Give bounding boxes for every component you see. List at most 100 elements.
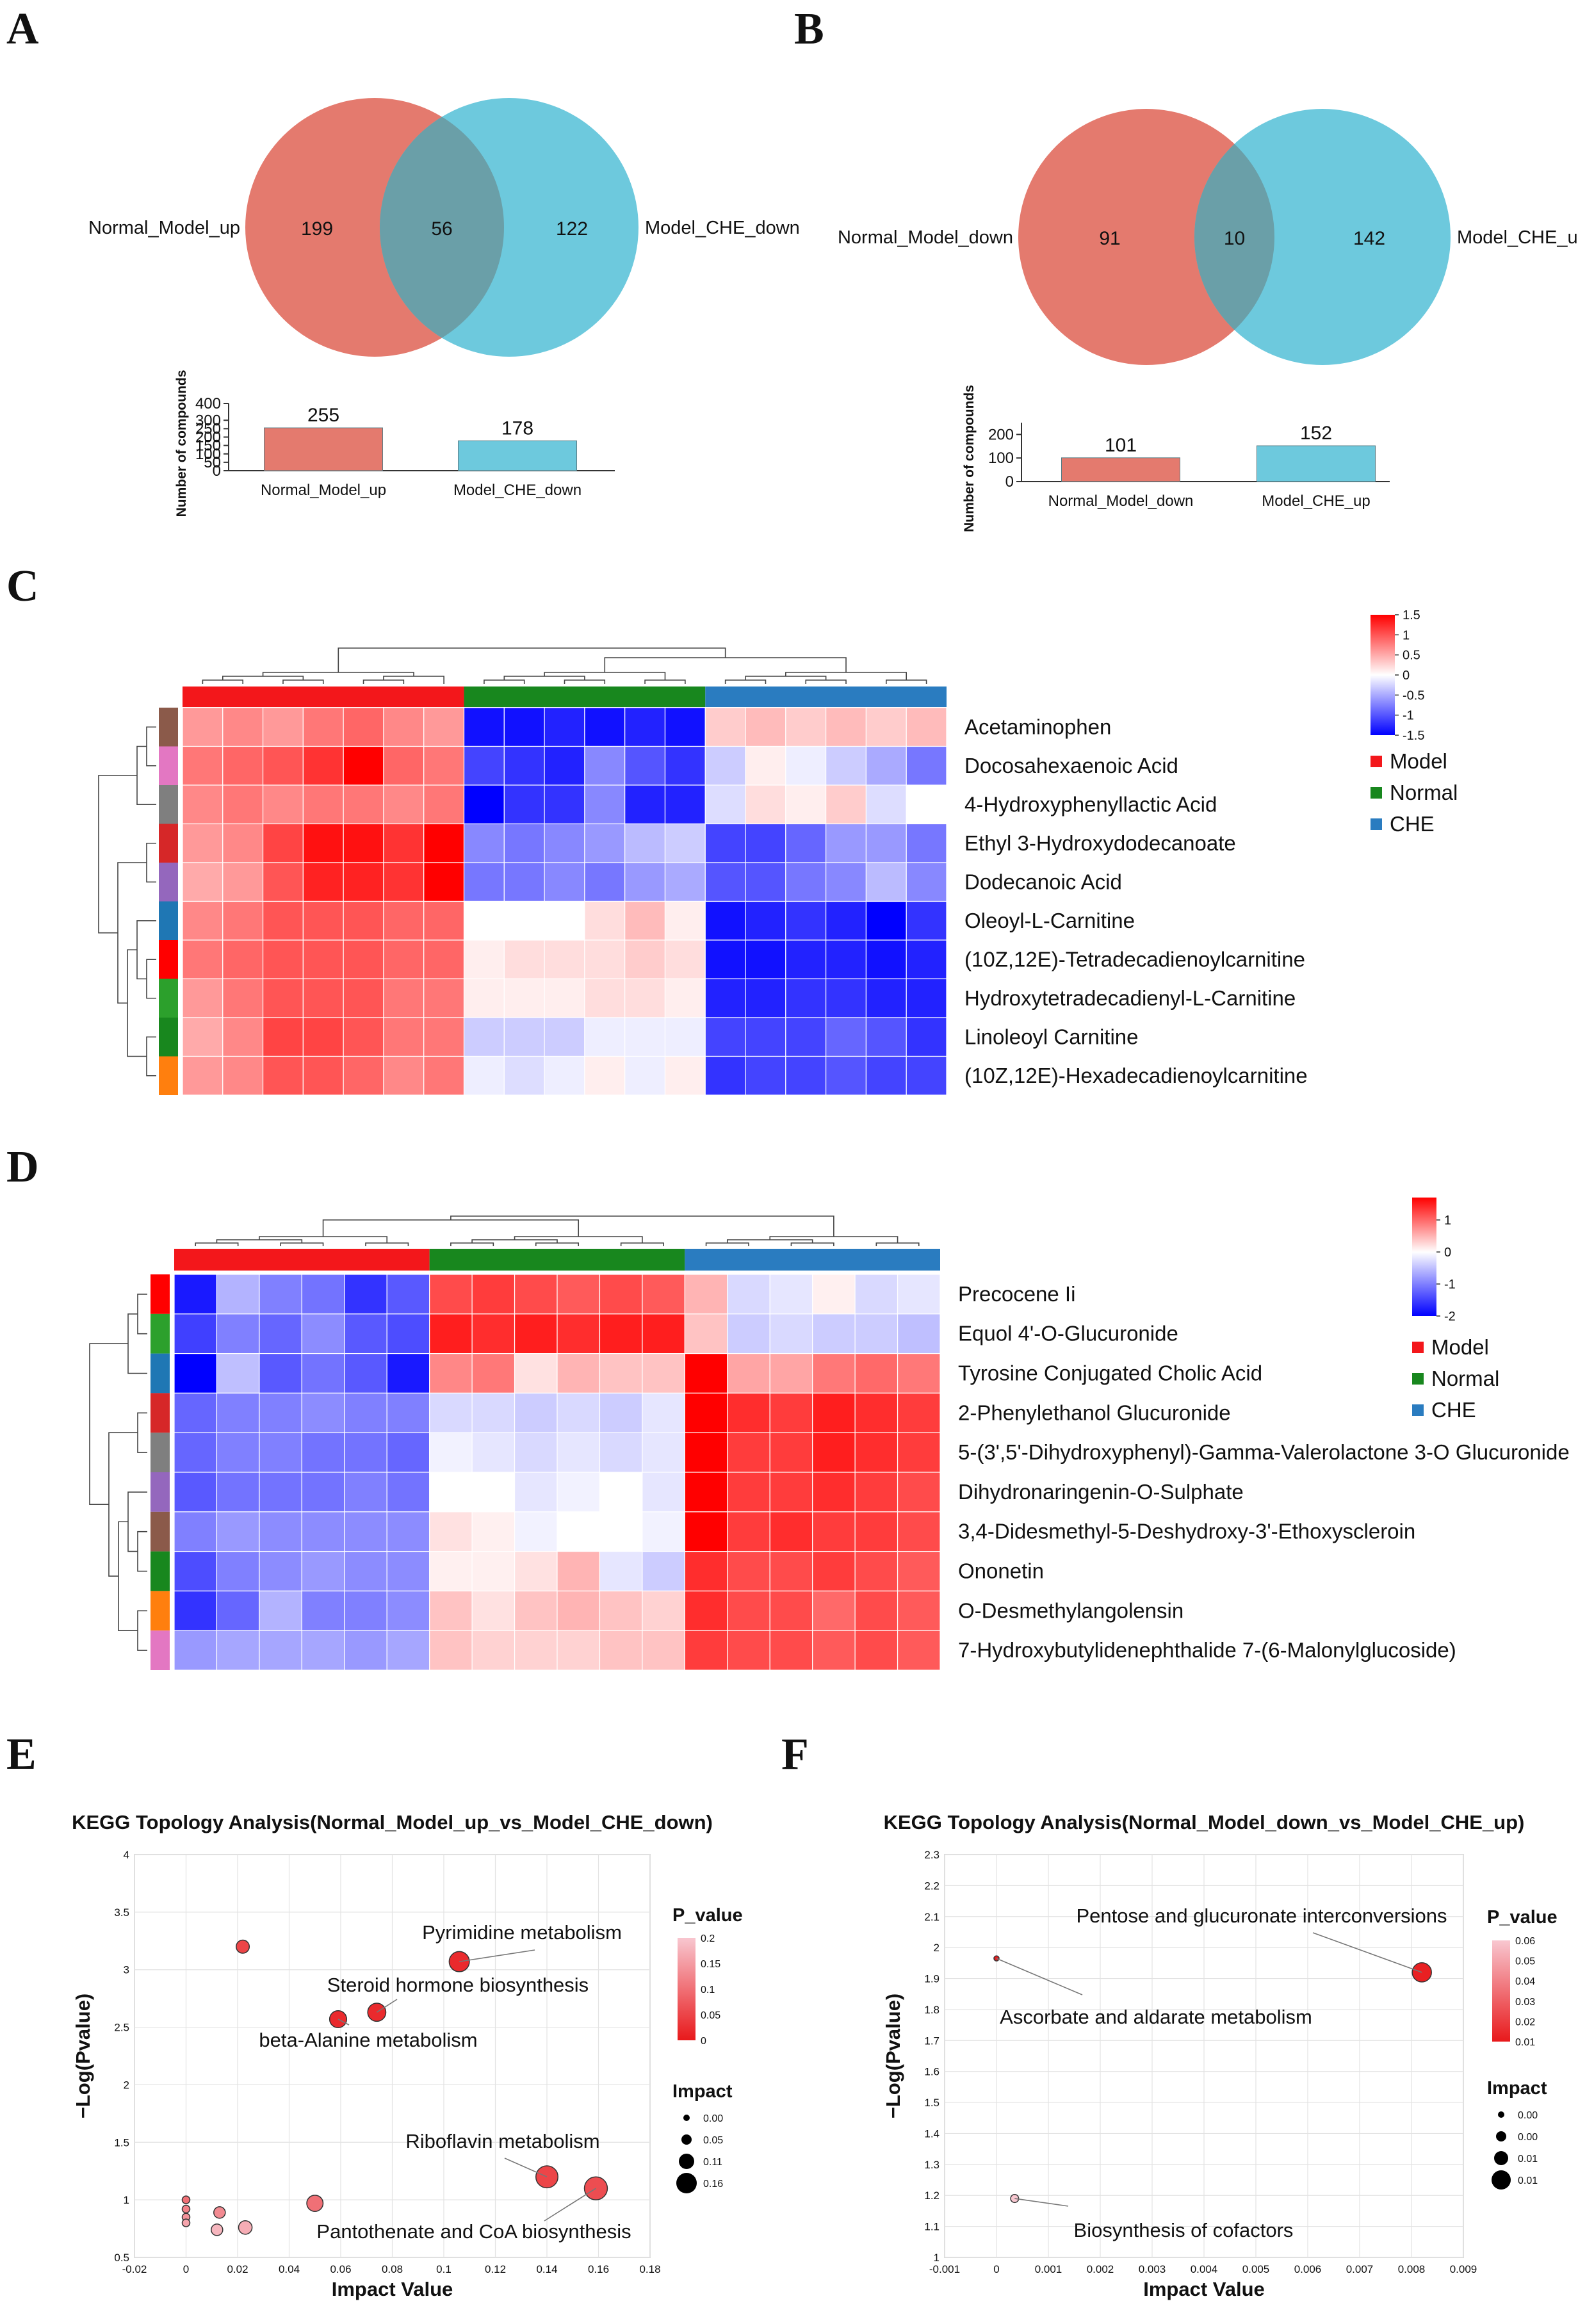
heatmap-cell (301, 1274, 345, 1315)
heatmap-cell (854, 1630, 899, 1671)
pvalue-tick-label: 0.05 (1515, 1956, 1535, 1967)
group-legend-label: CHE (1431, 1398, 1476, 1422)
heatmap-cell (584, 978, 626, 1018)
row-label: 2-Phenylethanol Glucuronide (958, 1401, 1231, 1424)
heatmap-cell (259, 1551, 302, 1592)
heatmap-cell (514, 1511, 558, 1552)
heatmap-cell (599, 1392, 643, 1433)
y-tick-label: 2.1 (924, 1911, 939, 1923)
heatmap-cell (897, 1392, 941, 1433)
heatmap-cell (624, 862, 666, 902)
bar-value-label: 101 (1105, 435, 1137, 456)
column-dendrogram-link (886, 679, 927, 684)
bar-y-tick-label: 0 (1005, 473, 1014, 491)
heatmap-cell (182, 939, 224, 980)
heatmap-cell (262, 939, 304, 980)
column-dendrogram-link (450, 1215, 834, 1237)
heatmap-cell (704, 745, 746, 786)
venn-count-right: 122 (556, 218, 588, 240)
heatmap-cell (503, 707, 545, 747)
heatmap-cell (174, 1630, 218, 1671)
heatmap-cell (302, 784, 344, 825)
y-tick-label: 2.5 (114, 2022, 129, 2034)
heatmap-cell (826, 978, 867, 1018)
heatmap-cell (302, 862, 344, 902)
heatmap-cell (854, 1432, 899, 1473)
heatmap-cell (684, 1392, 728, 1433)
heatmap-cell (386, 1630, 430, 1671)
impact-legend-dot (679, 2154, 694, 2169)
impact-legend-dot (1494, 2151, 1508, 2165)
heatmap-cell (684, 1432, 728, 1473)
heatmap-cell (854, 1511, 899, 1552)
heatmap-cell (302, 745, 344, 786)
row-annotation (150, 1591, 170, 1631)
heatmap-cell (386, 1313, 430, 1354)
heatmap-cell (785, 745, 827, 786)
heatmap-cell (812, 1313, 856, 1354)
pathway-point (238, 2220, 253, 2235)
venn-label-left: Normal_Model_down (838, 227, 1013, 248)
column-group-bar (705, 687, 947, 707)
heatmap-cell (343, 1055, 384, 1096)
row-label: Equol 4'-O-Glucuronide (958, 1322, 1178, 1345)
heatmap-cell (826, 784, 867, 825)
heatmap-cell (259, 1432, 302, 1473)
row-label: Acetaminophen (964, 715, 1111, 738)
heatmap-cell (785, 1055, 827, 1096)
row-annotation (159, 901, 178, 940)
heatmap-cell (544, 1055, 585, 1096)
x-tick-label: 0.1 (436, 2263, 451, 2275)
heatmap-cell (471, 1630, 516, 1671)
venn-overlap (1194, 143, 1274, 330)
heatmap-cell (471, 1274, 516, 1315)
pathway-point (211, 2223, 224, 2236)
y-tick-label: 1 (124, 2194, 129, 2206)
heatmap-cell (769, 1630, 813, 1671)
heatmap-cell (222, 707, 264, 747)
column-dendrogram-link (604, 657, 847, 672)
heatmap-cell (745, 939, 786, 980)
heatmap-cell (642, 1630, 685, 1671)
heatmap-cell (423, 784, 465, 825)
heatmap-cell (471, 1313, 516, 1354)
group-legend-label: Normal (1431, 1367, 1499, 1390)
row-label: (10Z,12E)-Tetradecadienoylcarnitine (964, 947, 1305, 971)
heatmap-cell (664, 707, 706, 747)
row-annotation (159, 824, 178, 863)
row-annotation (150, 1353, 170, 1394)
y-tick-label: 4 (124, 1849, 129, 1861)
heatmap-cell (429, 1313, 473, 1354)
heatmap-cell (386, 1432, 430, 1473)
heatmap-cell (514, 1630, 558, 1671)
heatmap-cell (745, 784, 786, 825)
heatmap-cell (429, 1590, 473, 1631)
heatmap-cell (906, 784, 947, 825)
heatmap-cell (429, 1472, 473, 1513)
heatmap-cell (343, 707, 384, 747)
point-leader-line (996, 1958, 1083, 1995)
column-dendrogram-link (338, 647, 726, 672)
heatmap-cell (262, 823, 304, 863)
x-tick-label: 0.12 (485, 2263, 506, 2275)
heatmap-cell (557, 1274, 601, 1315)
x-tick-label: 0.08 (382, 2263, 403, 2275)
heatmap-cell (812, 1353, 856, 1394)
colorbar-tick-label: 0.5 (1403, 649, 1420, 663)
heatmap-cell (865, 900, 907, 941)
heatmap-cell (216, 1511, 260, 1552)
heatmap-cell (745, 978, 786, 1018)
heatmap-cell (174, 1590, 218, 1631)
heatmap-cell (704, 1055, 746, 1096)
heatmap-cell (463, 939, 505, 980)
x-tick-label: 0.02 (227, 2263, 248, 2275)
heatmap-cell (854, 1274, 899, 1315)
x-tick-label: 0.14 (536, 2263, 557, 2275)
row-label: 5-(3',5'-Dihydroxyphenyl)-Gamma-Valerola… (958, 1440, 1570, 1464)
column-dendrogram-link (202, 679, 243, 684)
heatmap-cell (174, 1274, 218, 1315)
venn-count-overlap: 10 (1224, 228, 1245, 249)
row-annotation (159, 746, 178, 785)
heatmap-cell (301, 1590, 345, 1631)
row-annotation (159, 979, 178, 1018)
